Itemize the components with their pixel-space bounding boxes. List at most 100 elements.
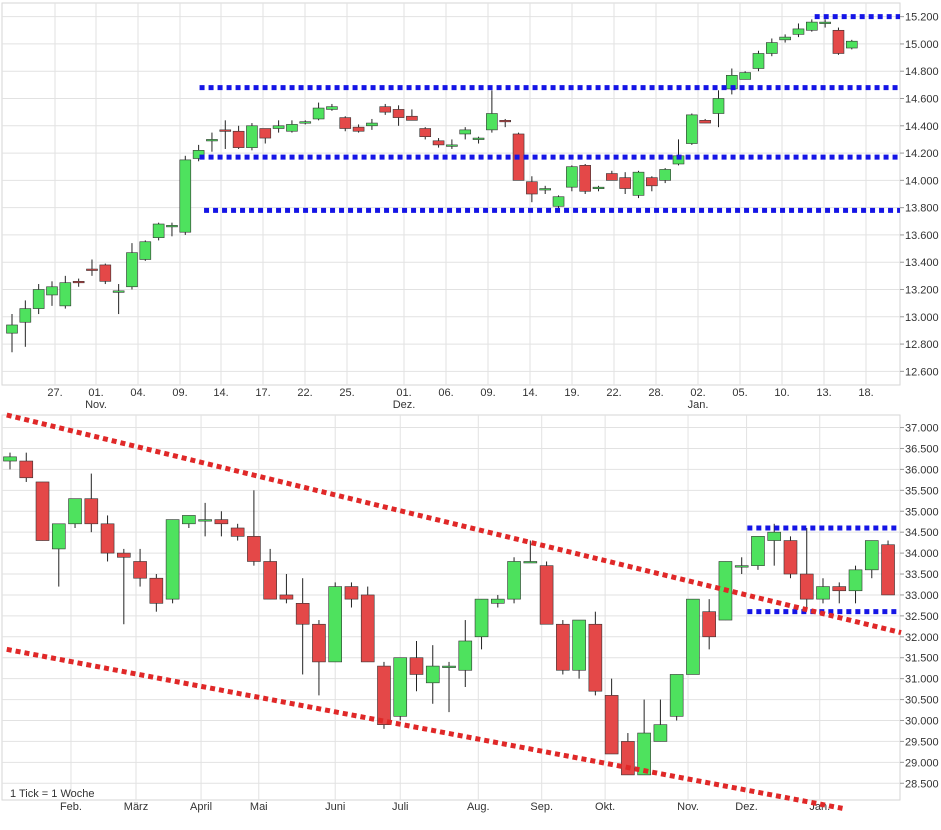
- candle: [328, 582, 343, 663]
- candle: [686, 598, 700, 675]
- candle-body: [339, 117, 352, 129]
- candle: [783, 536, 798, 579]
- candle: [805, 19, 818, 32]
- x-tick-label: 01.: [88, 387, 103, 399]
- y-tick-label: 14.200: [905, 148, 939, 160]
- candle-body: [490, 598, 505, 604]
- y-tick-label: 14.800: [905, 66, 939, 78]
- x-tick-label: 18.: [858, 387, 873, 399]
- candle: [179, 155, 192, 235]
- candle: [588, 611, 603, 696]
- candle: [592, 185, 605, 192]
- candle: [166, 222, 178, 237]
- candle-body: [179, 159, 192, 233]
- candle: [344, 582, 359, 608]
- candle: [739, 71, 751, 80]
- x-tick-label: 01.: [396, 387, 411, 399]
- y-tick-label: 14.000: [905, 175, 939, 187]
- x-month-label: Nov.: [677, 801, 699, 813]
- y-tick-label: 12.600: [905, 366, 939, 378]
- candle-body: [139, 241, 152, 260]
- x-tick-label: 17.: [255, 387, 270, 399]
- candle-body: [637, 732, 651, 776]
- candle: [59, 275, 72, 309]
- candle: [659, 168, 671, 184]
- candle-body: [149, 577, 164, 604]
- candle-body: [507, 561, 521, 600]
- candle-body: [165, 519, 180, 600]
- candle: [259, 128, 272, 144]
- x-tick-label: 05.: [732, 387, 747, 399]
- candle: [182, 515, 196, 528]
- candle-body: [783, 540, 798, 575]
- candle-body: [523, 561, 538, 564]
- candle: [499, 118, 512, 128]
- candle: [472, 136, 485, 144]
- y-tick-label: 14.600: [905, 94, 939, 106]
- candle-body: [35, 481, 50, 541]
- candle: [263, 548, 277, 600]
- candle: [409, 640, 424, 692]
- x-month-label: Mai: [250, 801, 268, 813]
- y-tick-label: 31.500: [905, 653, 939, 665]
- candle-body: [100, 523, 115, 554]
- candle-body: [6, 324, 18, 334]
- candle: [149, 574, 164, 612]
- candle: [46, 281, 58, 306]
- candle-body: [566, 166, 578, 188]
- candle-body: [406, 115, 418, 121]
- candle-body: [552, 196, 565, 207]
- candle: [19, 452, 34, 482]
- candle-body: [352, 126, 365, 132]
- y-tick-label: 35.000: [905, 506, 939, 518]
- x-month-label: Nov.: [85, 399, 107, 411]
- candle: [3, 452, 17, 470]
- y-tick-label: 36.000: [905, 464, 939, 476]
- candle-body: [845, 40, 858, 49]
- candle: [214, 511, 229, 537]
- candle: [360, 586, 375, 663]
- candle-body: [539, 565, 554, 625]
- candle: [646, 176, 658, 192]
- candle: [459, 127, 472, 140]
- candle: [539, 561, 554, 625]
- candle: [566, 165, 578, 192]
- candle: [766, 38, 778, 57]
- candle-body: [3, 456, 17, 462]
- y-tick-label: 15.000: [905, 39, 939, 51]
- candle-body: [792, 28, 805, 35]
- candle-body: [206, 139, 218, 142]
- candle-body: [816, 586, 830, 600]
- candle: [579, 163, 591, 194]
- x-month-label: Juni: [325, 801, 345, 813]
- candle-body: [486, 113, 498, 131]
- candle: [312, 102, 325, 121]
- y-tick-label: 13.600: [905, 230, 939, 242]
- candle: [339, 116, 352, 132]
- candle-body: [766, 42, 778, 54]
- candle-body: [646, 177, 658, 187]
- candle-body: [299, 121, 312, 124]
- candle-body: [686, 114, 698, 144]
- candle: [165, 519, 180, 604]
- candle: [295, 578, 310, 675]
- candle: [247, 490, 261, 566]
- candle-body: [328, 586, 343, 663]
- candle: [474, 598, 489, 650]
- x-month-label: Dez.: [393, 399, 416, 411]
- candle: [556, 620, 570, 675]
- candle-body: [779, 36, 791, 41]
- candle-body: [752, 53, 765, 69]
- x-tick-label: 09.: [172, 387, 187, 399]
- candle-body: [152, 223, 165, 238]
- candle: [845, 39, 858, 50]
- candle-body: [272, 125, 285, 129]
- candle: [112, 284, 125, 315]
- candle-body: [230, 527, 245, 537]
- candle: [486, 90, 498, 133]
- candle: [751, 536, 765, 570]
- candle: [699, 118, 711, 124]
- candle-body: [572, 619, 586, 671]
- candle-body: [606, 173, 618, 181]
- candle-body: [702, 611, 716, 638]
